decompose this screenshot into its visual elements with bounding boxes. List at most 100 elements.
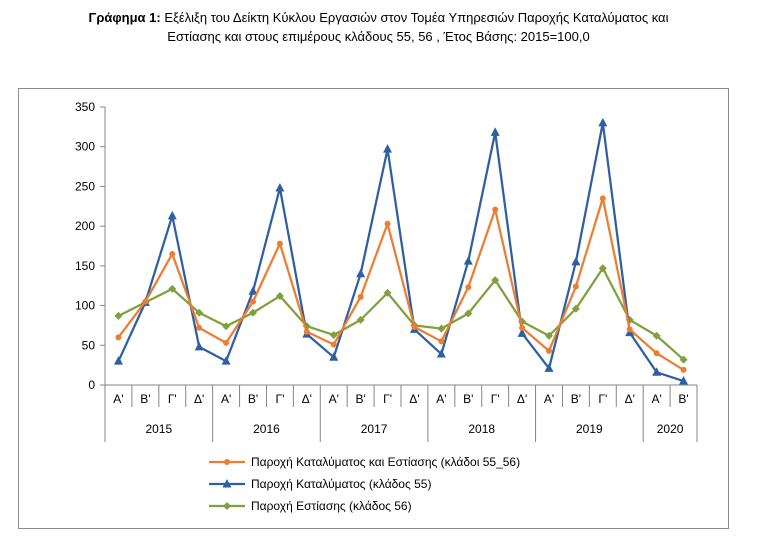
legend-label-2: Παροχή Εστίασης (κλάδος 56) <box>251 499 412 513</box>
legend-label-0: Παροχή Καταλύματος και Εστίασης (κλάδοι … <box>251 455 520 469</box>
data-point-0 <box>438 338 445 345</box>
y-tick-label: 300 <box>75 140 95 154</box>
x-tick-label: Γ' <box>598 392 607 406</box>
x-tick-label: Β' <box>463 392 473 406</box>
data-point-1 <box>194 341 204 351</box>
x-tick-label: Δ' <box>517 392 527 406</box>
x-tick-label: Δ' <box>302 392 312 406</box>
title-line-2: Εστίασης και στους επιμέρους κλάδους 55,… <box>167 29 590 44</box>
data-point-0 <box>303 328 310 335</box>
data-point-2 <box>437 324 446 333</box>
data-point-0 <box>653 350 660 357</box>
x-tick-label: Γ' <box>275 392 284 406</box>
data-point-0 <box>250 298 256 305</box>
data-point-2 <box>679 355 688 364</box>
x-axis: Α' Β' Γ' Δ' Α' Β' Γ' Δ' Α' Β' Γ' Δ' Α' Β' Γ' Δ' Α' Β' Γ' Δ'… <box>104 384 698 442</box>
data-point-1 <box>356 268 366 278</box>
data-point-2 <box>275 292 284 301</box>
y-tick-label: 150 <box>75 259 95 273</box>
x-year-label: 2016 <box>253 422 280 436</box>
data-point-2 <box>329 330 338 339</box>
x-tick-label: Δ' <box>625 392 635 406</box>
x-tick-label: Α' <box>544 392 554 406</box>
title-line-1: Εξέλιξη του Δείκτη Κύκλου Εργασιών στον … <box>164 10 669 25</box>
y-tick-label: 250 <box>75 179 95 193</box>
data-point-1 <box>490 127 500 136</box>
series-line-1 <box>117 121 684 383</box>
data-point-0 <box>276 240 283 247</box>
legend-marker-2 <box>223 502 231 510</box>
data-point-1 <box>679 376 689 385</box>
x-tick-label: Α' <box>436 392 446 406</box>
data-point-2 <box>491 276 500 285</box>
data-point-0 <box>599 195 606 202</box>
chart-title: Γράφημα 1: Εξέλιξη του Δείκτη Κύκλου Εργ… <box>0 8 757 46</box>
data-point-0 <box>357 293 364 300</box>
data-point-2 <box>652 331 661 340</box>
data-point-1 <box>463 256 473 265</box>
data-point-1 <box>544 363 554 372</box>
data-point-2 <box>356 315 365 324</box>
x-tick-label: Α' <box>113 392 123 406</box>
series-line-2 <box>117 267 685 361</box>
data-point-0 <box>519 324 526 331</box>
data-point-2 <box>249 308 257 317</box>
data-point-2 <box>571 304 580 313</box>
data-point-0 <box>492 206 499 213</box>
x-tick-label: Β' <box>571 392 581 406</box>
data-point-0 <box>572 283 579 290</box>
data-point-2 <box>545 331 553 340</box>
x-tick-label: Β' <box>140 392 150 406</box>
y-tick-label: 200 <box>75 219 95 233</box>
x-year-label: 2019 <box>576 422 603 436</box>
x-tick-label: Α' <box>329 392 339 406</box>
data-point-0 <box>142 298 149 305</box>
legend-label-1: Παροχή Καταλύματος (κλάδος 55) <box>251 477 431 491</box>
data-point-0 <box>384 220 391 227</box>
x-tick-label: Γ' <box>491 392 500 406</box>
data-point-1 <box>571 256 581 266</box>
y-tick-label: 100 <box>75 299 95 313</box>
data-point-0 <box>411 324 418 331</box>
y-tick-label: 50 <box>82 338 96 352</box>
data-point-2 <box>222 322 231 331</box>
data-point-1 <box>436 349 446 358</box>
data-point-0 <box>465 284 472 291</box>
data-point-0 <box>223 339 230 346</box>
data-point-1 <box>113 356 123 365</box>
x-tick-label: Β' <box>355 392 365 406</box>
x-year-label: 2020 <box>657 422 684 436</box>
data-point-0 <box>330 341 337 348</box>
data-point-1 <box>598 117 608 127</box>
data-point-0 <box>196 324 203 331</box>
data-point-1 <box>167 210 177 220</box>
series-line-0 <box>117 197 685 371</box>
legend-marker-1 <box>222 479 232 488</box>
x-tick-label: Β' <box>678 392 688 406</box>
data-point-1 <box>517 328 527 337</box>
data-point-0 <box>626 326 633 333</box>
x-tick-label: Γ' <box>168 392 177 406</box>
y-tick-label: 350 <box>75 100 95 114</box>
chart-frame: 0 50 100 150 200 250 300 350 Α' Β' Γ' Δ' Α' Β' Γ' Δ' Α'… <box>18 88 729 529</box>
legend-marker-0 <box>224 459 230 465</box>
data-point-2 <box>598 264 607 273</box>
y-tick-label: 0 <box>88 378 95 392</box>
x-tick-label: Γ' <box>383 392 392 406</box>
data-point-0 <box>115 334 122 341</box>
data-point-2 <box>114 311 123 320</box>
x-tick-label: Δ' <box>194 392 204 406</box>
x-year-label: 2015 <box>145 422 172 436</box>
data-point-0 <box>169 250 176 257</box>
data-point-2 <box>464 309 473 318</box>
data-point-1 <box>652 367 662 376</box>
title-label: Γράφημα 1: <box>88 10 161 25</box>
data-point-2 <box>383 288 392 297</box>
x-tick-label: Β' <box>248 392 258 406</box>
y-axis: 0 50 100 150 200 250 300 350 <box>75 100 106 392</box>
x-tick-label: Α' <box>221 392 231 406</box>
legend: Παροχή Καταλύματος και Εστίασης (κλάδοι … <box>209 455 520 513</box>
x-year-label: 2017 <box>361 422 388 436</box>
x-tick-label: Δ' <box>409 392 419 406</box>
